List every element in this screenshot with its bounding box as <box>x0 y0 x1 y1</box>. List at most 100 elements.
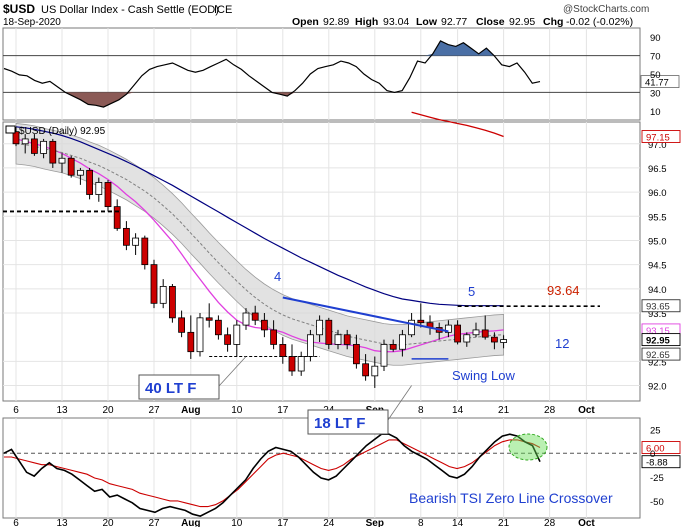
candle-body <box>132 237 140 246</box>
candle-body <box>481 329 489 338</box>
axes: 66131320202727AugAug101017172424SepSep88… <box>13 33 681 529</box>
callout-aug-text: 40 LT F <box>145 380 196 397</box>
x-tick-label-tsi: 6 <box>13 518 19 527</box>
candle-body <box>67 157 75 176</box>
wave4-trendline <box>282 296 449 333</box>
tsi-tick-label: -50 <box>650 497 664 508</box>
price-badge-box <box>641 130 681 143</box>
index-title: US Dollar Index - Cash Settle (EOD) <box>41 4 219 16</box>
tsi-badge-box <box>641 441 681 454</box>
high-value: 93.04 <box>383 16 409 28</box>
rsi-tick-label: 90 <box>650 33 661 44</box>
y-tick-label: 92.0 <box>648 382 667 393</box>
rsi-current-value: 41.77 <box>645 78 669 89</box>
x-tick-label-price: 8 <box>418 405 424 416</box>
price-candles <box>12 126 508 388</box>
candle-body <box>380 344 388 367</box>
swing-low-label: Swing Low <box>452 368 515 383</box>
ma-line-ma20 <box>15 143 504 346</box>
open-label: Open <box>292 16 319 28</box>
rsi-indicator: 41.77 <box>3 40 680 108</box>
candle-body <box>196 317 204 353</box>
ma-line-ma10 <box>15 138 504 353</box>
callout-sep-pointer <box>387 385 412 421</box>
chg-label: Chg <box>543 16 563 28</box>
callout-sep-text: 18 LT F <box>314 415 365 432</box>
candle-body <box>86 169 93 195</box>
candle-body <box>21 138 29 145</box>
tsi-tick-label: -25 <box>650 473 664 484</box>
candle-body <box>141 237 149 266</box>
wave-5-label: 5 <box>468 284 475 299</box>
y-tick-label: 93.5 <box>648 309 667 320</box>
moving-averages <box>15 111 504 353</box>
candle-body <box>40 140 47 154</box>
x-tick-label-price: 10 <box>231 405 243 416</box>
exchange-label: ICE <box>214 4 232 16</box>
candle-body <box>463 334 471 343</box>
symbol-label: $USD <box>3 2 35 16</box>
x-tick-label-price: Aug <box>181 405 200 416</box>
x-tick-label-price: 28 <box>544 405 556 416</box>
rsi-tick-label: 10 <box>650 107 661 118</box>
x-tick-label-price: Oct <box>578 405 595 416</box>
x-tick-label-tsi: Sep <box>366 518 384 527</box>
candle-body <box>77 169 84 176</box>
x-tick-label-tsi: Oct <box>578 518 595 527</box>
chg-value: -0.02 (-0.02%) <box>566 16 633 28</box>
candle-body <box>178 317 186 333</box>
candle-body <box>214 319 222 336</box>
candle-body <box>251 312 259 321</box>
candle-body <box>233 324 241 345</box>
candle-body <box>371 365 379 377</box>
tsi-tick-label: 0 <box>650 449 655 460</box>
tsi-badge-value: 6.00 <box>646 444 665 455</box>
candle-body <box>288 356 296 372</box>
price-target-label: 93.64 <box>547 283 580 298</box>
candle-body <box>297 356 305 372</box>
candle-body <box>362 363 370 377</box>
candle-body <box>260 319 268 331</box>
tsi-signal-line <box>4 439 541 508</box>
price-badge-value: 92.95 <box>646 336 670 347</box>
rsi-tick-label: 50 <box>650 70 661 81</box>
candle-body <box>417 319 425 324</box>
candle-body <box>168 286 176 319</box>
candle-body <box>30 138 38 154</box>
candle-body <box>123 227 130 246</box>
y-tick-label: 95.0 <box>648 236 667 247</box>
low-value: 92.77 <box>441 16 467 28</box>
candle-body <box>343 334 351 345</box>
y-tick-label: 96.0 <box>648 188 667 199</box>
candle-body <box>398 334 406 350</box>
rsi-current-badge <box>640 75 680 88</box>
price-badge-box <box>641 333 681 347</box>
price-badge-value: 93.15 <box>646 326 670 337</box>
candle-body <box>408 319 416 336</box>
candle-body <box>205 317 213 321</box>
x-tick-label-tsi: 20 <box>102 518 114 527</box>
candle-body <box>325 319 333 345</box>
x-tick-label-price: 17 <box>277 405 289 416</box>
chart-annotations <box>3 210 600 421</box>
rsi-overbought-fill <box>4 40 540 56</box>
candle-body <box>454 324 462 343</box>
y-tick-label: 92.5 <box>648 357 667 368</box>
y-tick-label: 96.5 <box>648 164 667 175</box>
low-label: Low <box>416 16 438 28</box>
x-tick-label-tsi: 28 <box>544 518 556 527</box>
candle-body <box>279 344 287 357</box>
rsi-line <box>3 40 541 108</box>
y-tick-label: 94.0 <box>648 285 667 296</box>
tsi-tick-label: 25 <box>650 425 661 436</box>
x-tick-label-tsi: 8 <box>418 518 424 527</box>
candle-body <box>472 329 480 336</box>
candle-body <box>159 286 167 304</box>
x-tick-label-tsi: Aug <box>181 518 200 527</box>
close-value: 92.95 <box>509 16 535 28</box>
x-tick-label-price: 20 <box>102 405 114 416</box>
x-tick-label-tsi: 27 <box>148 518 160 527</box>
rsi-tick-label: 70 <box>650 52 661 63</box>
